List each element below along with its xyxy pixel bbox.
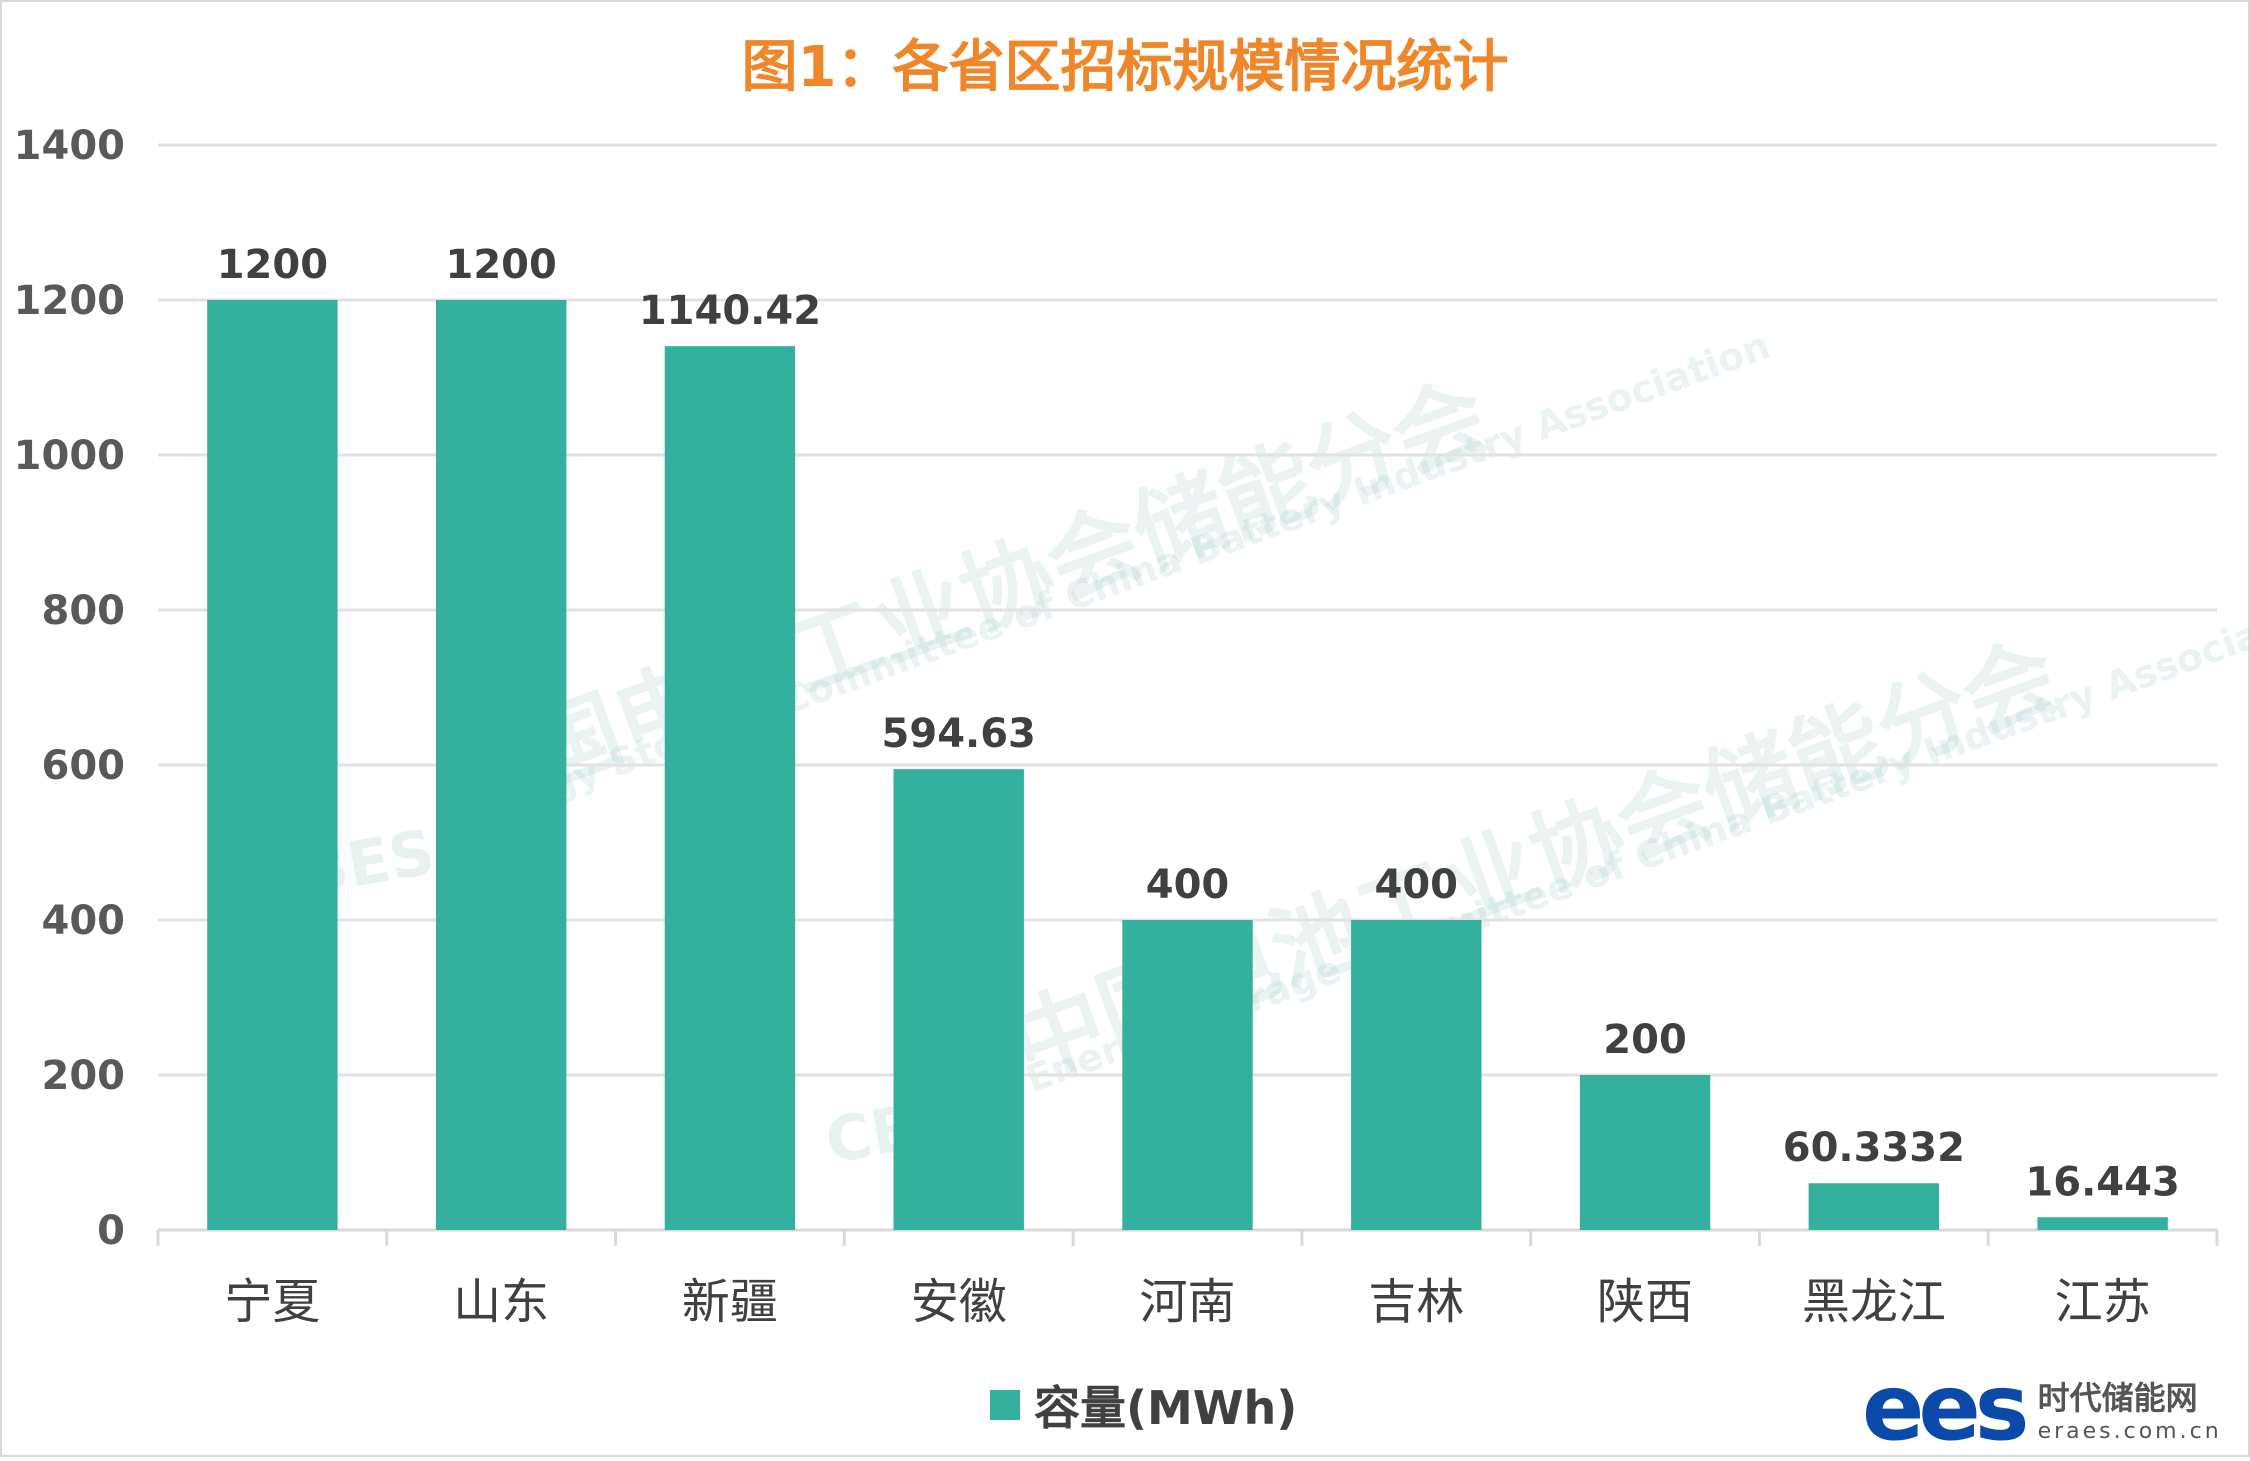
data-label: 400 (1146, 862, 1230, 908)
y-tick-label: 600 (42, 743, 126, 789)
y-tick-label: 400 (42, 898, 126, 944)
x-tick-label: 安徽 (911, 1274, 1007, 1330)
data-label: 594.63 (882, 711, 1036, 757)
x-tick-label: 江苏 (2055, 1274, 2151, 1330)
y-tick-label: 1400 (14, 123, 125, 169)
x-tick-label: 陕西 (1597, 1274, 1693, 1330)
bar (1808, 1183, 1940, 1230)
data-label: 1140.42 (639, 288, 821, 334)
data-label: 16.443 (2025, 1159, 2179, 1205)
bar (1579, 1075, 1711, 1230)
x-tick-label: 河南 (1139, 1274, 1235, 1330)
logo-mark: ees (1862, 1354, 2030, 1461)
data-label: 400 (1375, 862, 1459, 908)
y-tick-label: 1000 (14, 433, 125, 479)
bar (1351, 920, 1482, 1230)
x-tick-label: 新疆 (682, 1274, 778, 1330)
bar (207, 300, 338, 1230)
legend-swatch (990, 1390, 1020, 1420)
y-tick-label: 800 (42, 588, 126, 634)
data-label: 60.3332 (1783, 1125, 1965, 1171)
chart-title: 图1：各省区招标规模情况统计 (741, 35, 1509, 100)
bar (1122, 920, 1253, 1230)
x-tick-label: 宁夏 (224, 1274, 320, 1330)
bar (893, 769, 1024, 1230)
data-label: 200 (1603, 1017, 1687, 1063)
bar (664, 346, 796, 1230)
x-tick-label: 山东 (453, 1274, 549, 1330)
bar (2037, 1217, 2168, 1230)
y-tick-label: 0 (97, 1208, 125, 1254)
x-tick-label: 黑龙江 (1802, 1274, 1946, 1330)
bar (435, 300, 567, 1230)
logo-url: eraes.com.cn (2037, 1418, 2222, 1444)
legend: 容量(MWh) (990, 1372, 1297, 1438)
y-tick-label: 1200 (14, 278, 125, 324)
data-label: 1200 (217, 242, 328, 288)
y-tick-label: 200 (42, 1053, 126, 1099)
x-tick-label: 吉林 (1368, 1274, 1464, 1330)
ees-logo: ees 时代储能网 eraes.com.cn (1862, 1362, 2222, 1454)
legend-label: 容量(MWh) (1034, 1381, 1298, 1435)
data-label: 1200 (446, 242, 557, 288)
logo-cn: 时代储能网 (2037, 1378, 2198, 1417)
